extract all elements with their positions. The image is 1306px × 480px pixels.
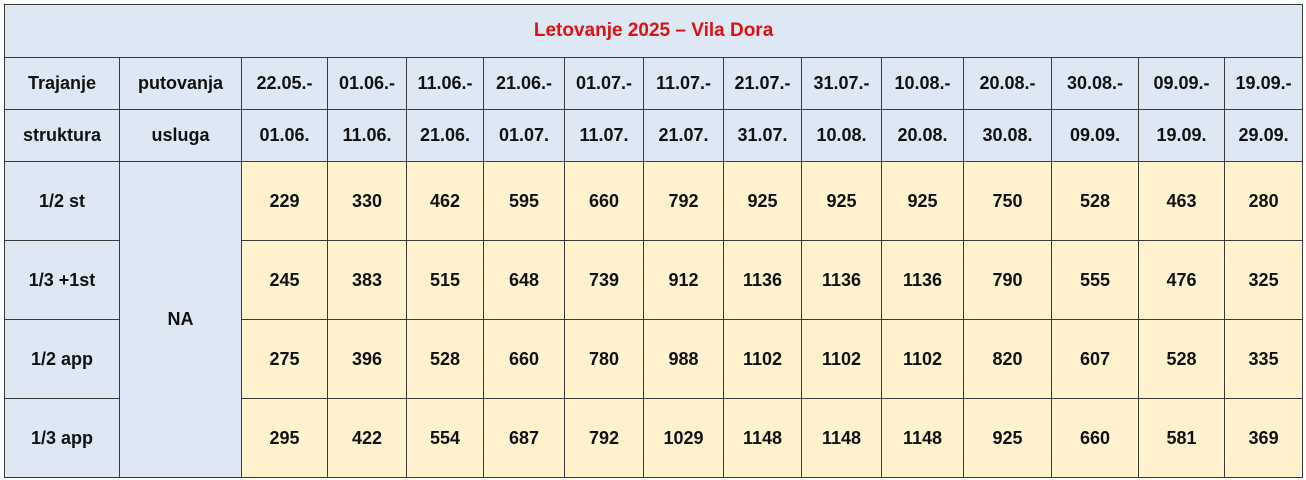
header-struktura: struktura bbox=[4, 109, 120, 162]
price-cell: 528 bbox=[1138, 319, 1225, 399]
period-to: 19.09. bbox=[1138, 109, 1225, 162]
price-cell: 925 bbox=[881, 161, 964, 241]
price-cell: 925 bbox=[801, 161, 882, 241]
price-cell: 739 bbox=[564, 240, 644, 320]
price-cell: 462 bbox=[406, 161, 484, 241]
title-row: Letovanje 2025 – Vila Dora bbox=[3, 4, 1304, 58]
service-cell: NA bbox=[119, 161, 242, 478]
price-cell: 295 bbox=[241, 398, 328, 478]
price-cell: 660 bbox=[483, 319, 565, 399]
price-cell: 515 bbox=[406, 240, 484, 320]
structure-label: 1/3 app bbox=[4, 398, 120, 478]
price-cell: 820 bbox=[963, 319, 1052, 399]
price-cell: 1148 bbox=[881, 398, 964, 478]
table-title-cell: Letovanje 2025 – Vila Dora bbox=[3, 4, 1304, 58]
price-cell: 1102 bbox=[881, 319, 964, 399]
price-cell: 1148 bbox=[723, 398, 802, 478]
table-title: Letovanje 2025 – Vila Dora bbox=[533, 20, 774, 41]
period-from: 11.06.- bbox=[406, 57, 484, 110]
period-from: 01.06.- bbox=[327, 57, 407, 110]
period-from: 11.07.- bbox=[643, 57, 724, 110]
price-cell: 335 bbox=[1223, 319, 1304, 399]
price-cell: 280 bbox=[1223, 161, 1304, 241]
table-row: 1/3 app 295 422 554 687 792 1029 1148 11… bbox=[4, 398, 1304, 478]
header-trajanje: Trajanje bbox=[4, 57, 120, 110]
table-row: 1/2 app 275 396 528 660 780 988 1102 110… bbox=[4, 319, 1304, 399]
price-cell: 1136 bbox=[881, 240, 964, 320]
price-cell: 463 bbox=[1138, 161, 1225, 241]
structure-label: 1/2 app bbox=[4, 319, 120, 399]
price-cell: 383 bbox=[327, 240, 407, 320]
period-from: 10.08.- bbox=[881, 57, 964, 110]
price-cell: 750 bbox=[963, 161, 1052, 241]
price-cell: 595 bbox=[483, 161, 565, 241]
table-row: 1/2 st NA 229 330 462 595 660 792 925 92… bbox=[4, 161, 1304, 478]
price-cell: 912 bbox=[643, 240, 724, 320]
price-cell: 245 bbox=[241, 240, 328, 320]
period-from: 01.07.- bbox=[564, 57, 644, 110]
header-row-to: struktura usluga 01.06. 11.06. 21.06. 01… bbox=[4, 109, 1304, 162]
price-cell: 792 bbox=[564, 398, 644, 478]
price-cell: 925 bbox=[963, 398, 1052, 478]
period-from: 21.06.- bbox=[483, 57, 565, 110]
price-cell: 790 bbox=[963, 240, 1052, 320]
price-cell: 396 bbox=[327, 319, 407, 399]
period-to: 21.07. bbox=[643, 109, 724, 162]
period-to: 11.06. bbox=[327, 109, 407, 162]
price-cell: 660 bbox=[1051, 398, 1139, 478]
structure-label: 1/3 +1st bbox=[4, 240, 120, 320]
table-row: 1/3 +1st 245 383 515 648 739 912 1136 11… bbox=[4, 240, 1304, 320]
period-to: 01.06. bbox=[241, 109, 328, 162]
price-cell: 369 bbox=[1223, 398, 1304, 478]
pricing-table: Letovanje 2025 – Vila Dora Trajanje puto… bbox=[3, 4, 1304, 478]
price-cell: 660 bbox=[564, 161, 644, 241]
price-cell: 330 bbox=[327, 161, 407, 241]
price-cell: 780 bbox=[564, 319, 644, 399]
price-cell: 1102 bbox=[801, 319, 882, 399]
period-to: 31.07. bbox=[723, 109, 802, 162]
period-to: 09.09. bbox=[1051, 109, 1139, 162]
price-cell: 229 bbox=[241, 161, 328, 241]
price-cell: 607 bbox=[1051, 319, 1139, 399]
price-cell: 581 bbox=[1138, 398, 1225, 478]
price-cell: 988 bbox=[643, 319, 724, 399]
price-cell: 1136 bbox=[723, 240, 802, 320]
price-cell: 555 bbox=[1051, 240, 1139, 320]
price-cell: 1148 bbox=[801, 398, 882, 478]
price-cell: 325 bbox=[1223, 240, 1304, 320]
price-cell: 422 bbox=[327, 398, 407, 478]
price-cell: 648 bbox=[483, 240, 565, 320]
header-usluga: usluga bbox=[119, 109, 242, 162]
period-from: 30.08.- bbox=[1051, 57, 1139, 110]
price-cell: 476 bbox=[1138, 240, 1225, 320]
price-cell: 275 bbox=[241, 319, 328, 399]
period-from: 22.05.- bbox=[241, 57, 328, 110]
period-to: 30.08. bbox=[963, 109, 1052, 162]
price-cell: 792 bbox=[643, 161, 724, 241]
period-to: 20.08. bbox=[881, 109, 964, 162]
price-cell: 1029 bbox=[643, 398, 724, 478]
period-to: 11.07. bbox=[564, 109, 644, 162]
period-to: 01.07. bbox=[483, 109, 565, 162]
price-cell: 687 bbox=[483, 398, 565, 478]
price-cell: 925 bbox=[723, 161, 802, 241]
period-to: 29.09. bbox=[1223, 109, 1304, 162]
period-from: 09.09.- bbox=[1138, 57, 1225, 110]
period-from: 20.08.- bbox=[963, 57, 1052, 110]
period-from: 19.09.- bbox=[1223, 57, 1304, 110]
header-row-from: Trajanje putovanja 22.05.- 01.06.- 11.06… bbox=[4, 57, 1304, 110]
period-from: 31.07.- bbox=[801, 57, 882, 110]
period-to: 10.08. bbox=[801, 109, 882, 162]
header-putovanja: putovanja bbox=[119, 57, 242, 110]
period-from: 21.07.- bbox=[723, 57, 802, 110]
price-cell: 1136 bbox=[801, 240, 882, 320]
price-cell: 528 bbox=[1051, 161, 1139, 241]
structure-label: 1/2 st bbox=[4, 161, 120, 241]
price-cell: 528 bbox=[406, 319, 484, 399]
period-to: 21.06. bbox=[406, 109, 484, 162]
price-cell: 554 bbox=[406, 398, 484, 478]
price-cell: 1102 bbox=[723, 319, 802, 399]
